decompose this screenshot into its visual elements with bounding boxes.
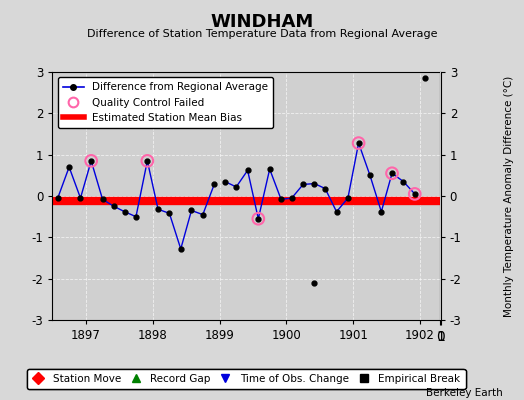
Text: WINDHAM: WINDHAM <box>210 13 314 31</box>
Text: Berkeley Earth: Berkeley Earth <box>427 388 503 398</box>
Point <box>388 170 396 176</box>
Text: Monthly Temperature Anomaly Difference (°C): Monthly Temperature Anomaly Difference (… <box>504 75 514 317</box>
Point <box>411 191 419 197</box>
Point <box>87 158 95 164</box>
Text: Difference of Station Temperature Data from Regional Average: Difference of Station Temperature Data f… <box>87 29 437 39</box>
Point <box>254 216 263 222</box>
Point <box>143 158 151 164</box>
Legend: Station Move, Record Gap, Time of Obs. Change, Empirical Break: Station Move, Record Gap, Time of Obs. C… <box>27 369 465 389</box>
Point <box>354 140 363 146</box>
